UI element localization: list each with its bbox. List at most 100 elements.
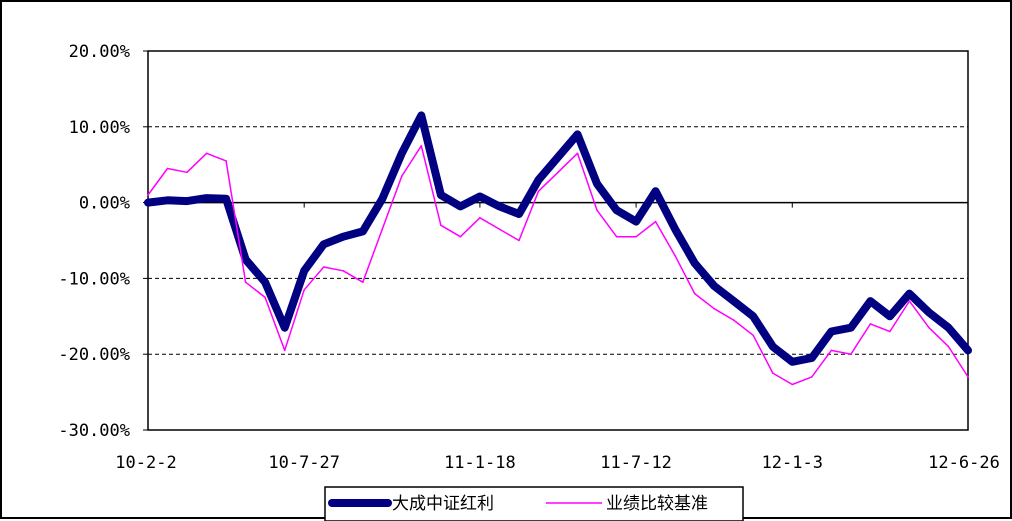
y-tick-label: 0.00%	[79, 194, 130, 214]
y-tick-label: -20.00%	[58, 345, 130, 365]
data-point	[928, 326, 930, 329]
data-point	[829, 329, 834, 334]
data-point	[927, 310, 931, 315]
data-point	[264, 296, 266, 299]
data-point	[479, 217, 481, 219]
data-point	[713, 307, 715, 310]
data-point	[399, 151, 404, 156]
data-point	[751, 314, 756, 319]
x-tick-label: 12-6-26	[928, 453, 1000, 473]
data-point	[224, 196, 229, 201]
y-tick-label: -10.00%	[58, 269, 130, 289]
data-point	[811, 376, 813, 378]
data-point	[517, 212, 521, 216]
data-point	[204, 196, 209, 201]
y-tick-label: 10.00%	[69, 118, 130, 138]
data-point	[712, 284, 717, 288]
data-point	[166, 167, 169, 170]
series-line	[144, 111, 972, 366]
data-point	[614, 208, 619, 213]
data-point	[205, 152, 208, 155]
data-point	[536, 177, 541, 182]
data-point	[341, 234, 346, 239]
data-point	[321, 242, 326, 247]
data-point	[147, 194, 149, 196]
legend-label: 业绩比较基准	[606, 494, 708, 514]
data-point	[907, 291, 912, 296]
x-tick-label: 11-1-18	[444, 453, 516, 473]
data-point	[420, 145, 423, 147]
data-point	[438, 193, 443, 197]
data-point	[518, 239, 520, 242]
data-point	[498, 228, 501, 230]
data-point	[243, 257, 248, 262]
data-point	[440, 224, 442, 227]
data-point	[887, 314, 892, 319]
data-point	[244, 281, 247, 284]
data-point	[419, 113, 424, 118]
data-point	[752, 334, 754, 337]
y-tick-label: 20.00%	[69, 42, 130, 62]
data-point	[830, 349, 833, 352]
plot-area-border	[147, 50, 969, 431]
series-1	[144, 111, 972, 366]
data-point	[497, 204, 502, 209]
data-point	[674, 254, 676, 257]
data-point	[673, 227, 678, 232]
data-point	[146, 200, 150, 205]
data-point	[458, 204, 463, 209]
data-point	[848, 325, 853, 330]
data-point	[850, 353, 852, 356]
data-point	[302, 268, 307, 273]
series-2	[147, 145, 969, 386]
data-point	[595, 181, 599, 186]
x-tick-label: 10-2-2	[115, 453, 176, 473]
data-point	[322, 266, 325, 268]
x-tick-label: 12-1-3	[762, 453, 823, 473]
data-point	[459, 235, 462, 238]
legend: 大成中证红利 业绩比较基准	[324, 486, 744, 521]
data-point	[770, 344, 775, 349]
data-point	[401, 175, 403, 177]
data-point	[186, 171, 188, 174]
data-point	[946, 325, 951, 330]
data-point	[283, 349, 286, 352]
data-point	[791, 383, 794, 386]
data-point	[165, 198, 170, 203]
data-point	[362, 281, 364, 284]
data-point	[869, 323, 872, 325]
series-line	[147, 145, 969, 386]
data-point	[653, 189, 658, 194]
data-point	[185, 199, 189, 204]
axis-layer: 20.00% 10.00% 0.00% -10.00% -20.00% -30.00% 10…	[58, 42, 999, 473]
data-point	[537, 190, 540, 192]
legend-box	[324, 486, 744, 521]
data-point	[654, 220, 657, 223]
data-point	[596, 209, 598, 211]
data-point	[342, 270, 345, 272]
data-point	[772, 372, 774, 374]
data-point	[731, 299, 736, 304]
data-point	[947, 345, 950, 348]
data-point	[967, 376, 969, 378]
data-point	[790, 359, 795, 364]
data-point	[381, 228, 384, 230]
data-point	[732, 319, 735, 321]
x-tick-label: 11-7-12	[600, 453, 672, 473]
data-point	[282, 325, 287, 330]
data-point	[868, 299, 873, 304]
data-point	[575, 132, 580, 137]
y-tick-label: -30.00%	[58, 421, 130, 441]
series-layer	[144, 111, 972, 386]
data-point	[263, 280, 268, 285]
data-point	[635, 235, 637, 238]
data-point	[634, 219, 639, 224]
data-point	[615, 235, 618, 238]
data-point	[809, 356, 814, 360]
data-point	[576, 152, 579, 155]
data-point	[303, 289, 306, 291]
data-point	[966, 348, 970, 353]
data-point	[692, 261, 697, 266]
data-point	[380, 196, 385, 201]
